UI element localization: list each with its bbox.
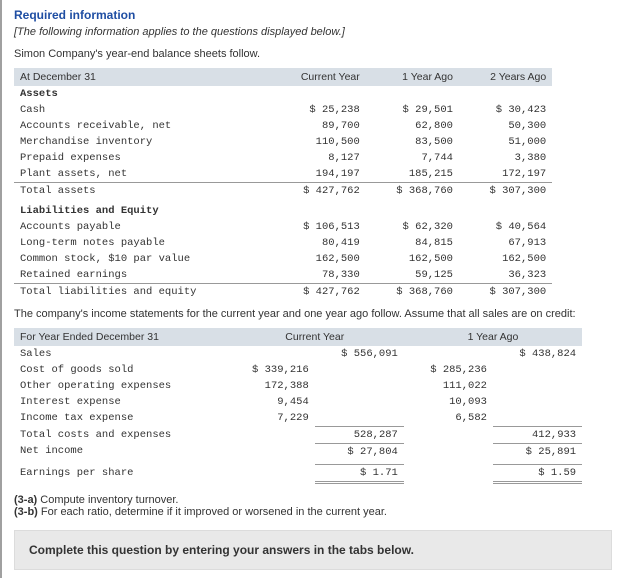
bs-col-2yr: 2 Years Ago [459, 68, 552, 86]
table-row: Prepaid expenses8,1277,7443,380 [14, 150, 552, 166]
table-row: Income tax expense7,2296,582 [14, 410, 582, 426]
inc-col-current: Current Year [226, 328, 404, 346]
inc-col-1yr: 1 Year Ago [404, 328, 582, 346]
q-3b-text: For each ratio, determine if it improved… [38, 506, 387, 518]
tabs-prompt-text: Complete this question by entering your … [29, 543, 414, 557]
context-note: [The following information applies to th… [14, 26, 612, 38]
table-row: Cash$ 25,238$ 29,501$ 30,423 [14, 102, 552, 118]
balance-sheet-table: At December 31 Current Year 1 Year Ago 2… [14, 68, 552, 300]
q-3b-label: (3-b) [14, 506, 38, 518]
table-row: Interest expense9,45410,093 [14, 394, 582, 410]
eps-row: Earnings per share$ 1.71$ 1.59 [14, 464, 582, 482]
liab-heading: Liabilities and Equity [14, 203, 552, 219]
table-row: Cost of goods sold$ 339,216$ 285,236 [14, 362, 582, 378]
total-assets-row: Total assets$ 427,762$ 368,760$ 307,300 [14, 183, 552, 200]
sales-row: Sales$ 556,091$ 438,824 [14, 346, 582, 362]
income-statement-table: For Year Ended December 31 Current Year … [14, 328, 582, 484]
table-row: Plant assets, net194,197185,215172,197 [14, 166, 552, 183]
required-info-heading: Required information [14, 8, 612, 22]
bs-col-1yr: 1 Year Ago [366, 68, 459, 86]
table-row: Accounts receivable, net89,70062,80050,3… [14, 118, 552, 134]
inc-rowhead: For Year Ended December 31 [14, 328, 226, 346]
tabs-prompt-box: Complete this question by entering your … [14, 530, 612, 570]
table-row: Common stock, $10 par value162,500162,50… [14, 251, 552, 267]
table-row: Accounts payable$ 106,513$ 62,320$ 40,56… [14, 219, 552, 235]
q-3a-text: Compute inventory turnover. [37, 494, 178, 506]
balance-sheet-lead: Simon Company's year-end balance sheets … [14, 48, 612, 60]
net-income-row: Net income$ 27,804$ 25,891 [14, 443, 582, 460]
table-row: Merchandise inventory110,50083,50051,000 [14, 134, 552, 150]
income-lead: The company's income statements for the … [14, 308, 612, 320]
question-list: (3-a) Compute inventory turnover. (3-b) … [14, 494, 612, 518]
table-row: Retained earnings78,33059,12536,323 [14, 267, 552, 284]
assets-heading: Assets [14, 86, 552, 102]
q-3a-label: (3-a) [14, 494, 37, 506]
bs-rowhead: At December 31 [14, 68, 270, 86]
bs-col-current: Current Year [270, 68, 366, 86]
total-costs-row: Total costs and expenses528,287412,933 [14, 426, 582, 443]
total-liab-row: Total liabilities and equity$ 427,762$ 3… [14, 284, 552, 301]
table-row: Long-term notes payable80,41984,81567,91… [14, 235, 552, 251]
table-row: Other operating expenses172,388111,022 [14, 378, 582, 394]
